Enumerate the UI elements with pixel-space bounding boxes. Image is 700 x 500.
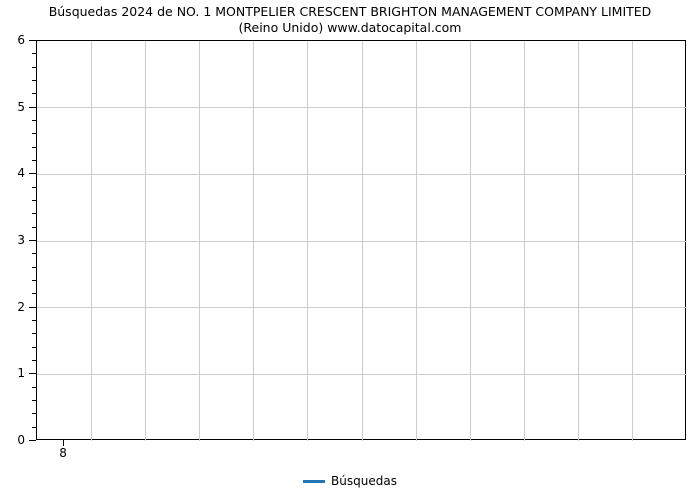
y-tick-label: 0 <box>11 433 25 447</box>
y-major-tick <box>29 307 36 308</box>
gridline-horizontal <box>37 107 687 108</box>
chart-title-line1: Búsquedas 2024 de NO. 1 MONTPELIER CRESC… <box>49 4 652 19</box>
y-minor-tick <box>32 227 36 228</box>
y-minor-tick <box>32 200 36 201</box>
y-minor-tick <box>32 400 36 401</box>
y-minor-tick <box>32 67 36 68</box>
y-minor-tick <box>32 427 36 428</box>
legend-label: Búsquedas <box>331 474 397 488</box>
y-tick-label: 3 <box>11 233 25 247</box>
y-minor-tick <box>32 53 36 54</box>
y-minor-tick <box>32 93 36 94</box>
y-major-tick <box>29 173 36 174</box>
y-minor-tick <box>32 293 36 294</box>
gridline-horizontal <box>37 374 687 375</box>
legend: Búsquedas <box>303 474 397 488</box>
chart-title-line2: (Reino Unido) www.datocapital.com <box>239 20 462 35</box>
gridline-horizontal <box>37 241 687 242</box>
y-major-tick <box>29 373 36 374</box>
legend-swatch <box>303 480 325 483</box>
y-minor-tick <box>32 387 36 388</box>
gridline-horizontal <box>37 307 687 308</box>
y-major-tick <box>29 40 36 41</box>
y-minor-tick <box>32 120 36 121</box>
y-minor-tick <box>32 160 36 161</box>
plot-area <box>36 40 686 440</box>
y-minor-tick <box>32 253 36 254</box>
y-tick-label: 5 <box>11 100 25 114</box>
y-minor-tick <box>32 187 36 188</box>
y-minor-tick <box>32 133 36 134</box>
gridline-horizontal <box>37 174 687 175</box>
y-tick-label: 2 <box>11 300 25 314</box>
y-minor-tick <box>32 80 36 81</box>
y-minor-tick <box>32 333 36 334</box>
chart-title: Búsquedas 2024 de NO. 1 MONTPELIER CRESC… <box>0 4 700 35</box>
x-tick-label: 8 <box>59 446 67 460</box>
y-minor-tick <box>32 347 36 348</box>
y-major-tick <box>29 107 36 108</box>
chart-container: Búsquedas 2024 de NO. 1 MONTPELIER CRESC… <box>0 0 700 500</box>
y-tick-label: 6 <box>11 33 25 47</box>
y-tick-label: 1 <box>11 366 25 380</box>
y-minor-tick <box>32 280 36 281</box>
y-major-tick <box>29 240 36 241</box>
y-minor-tick <box>32 267 36 268</box>
y-minor-tick <box>32 147 36 148</box>
y-major-tick <box>29 440 36 441</box>
y-tick-label: 4 <box>11 166 25 180</box>
y-minor-tick <box>32 360 36 361</box>
y-minor-tick <box>32 413 36 414</box>
y-minor-tick <box>32 213 36 214</box>
y-minor-tick <box>32 320 36 321</box>
